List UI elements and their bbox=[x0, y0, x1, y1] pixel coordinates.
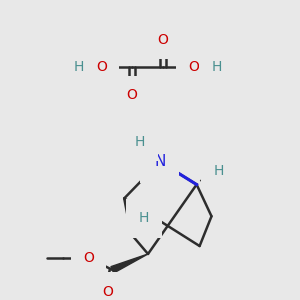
Polygon shape bbox=[111, 254, 148, 273]
Text: H: H bbox=[135, 135, 145, 149]
Text: O: O bbox=[127, 88, 138, 102]
Text: H: H bbox=[74, 61, 84, 74]
Text: O: O bbox=[83, 251, 94, 265]
Text: H: H bbox=[139, 211, 149, 225]
Text: N: N bbox=[154, 154, 166, 169]
Text: O: O bbox=[188, 61, 199, 74]
Text: O: O bbox=[96, 61, 107, 74]
Text: H: H bbox=[211, 61, 222, 74]
Text: H: H bbox=[213, 164, 224, 178]
Text: O: O bbox=[158, 33, 168, 47]
Text: O: O bbox=[102, 285, 113, 299]
